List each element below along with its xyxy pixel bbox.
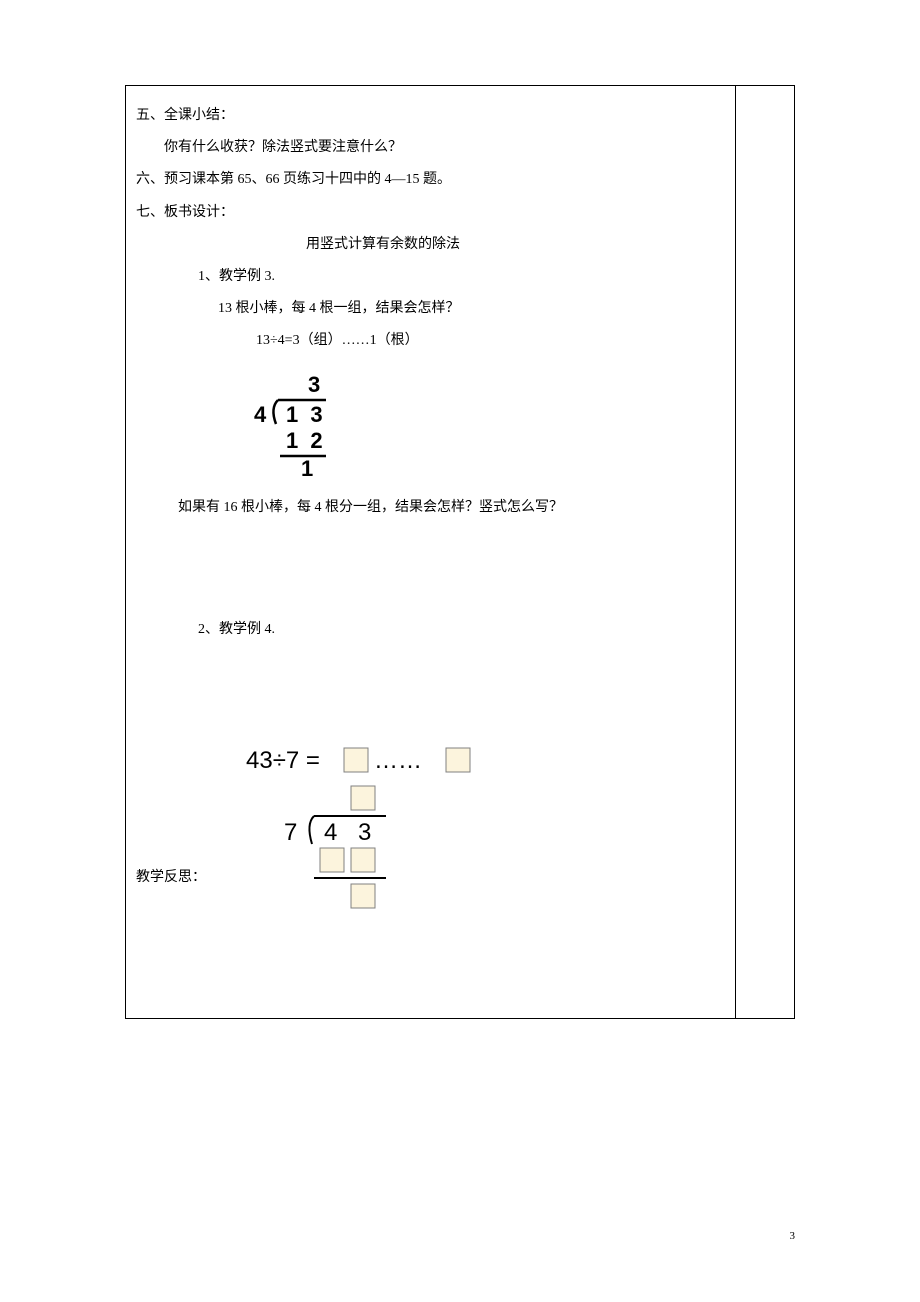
spacer-4: [136, 984, 725, 1004]
division-1-svg: 3 4 1 3 1 2 1: [246, 370, 346, 480]
page-number: 3: [790, 1230, 796, 1242]
side-cell: [736, 86, 795, 1019]
division-2-box-q2: [351, 786, 375, 810]
division-1-dividend: 1 3: [286, 402, 326, 427]
example-3-question: 13 根小棒，每 4 根一组，结果会怎样？: [136, 293, 725, 325]
board-title: 用竖式计算有余数的除法: [136, 229, 725, 261]
division-1-product: 1 2: [286, 428, 326, 453]
division-2-expression: 43÷7 =: [246, 747, 320, 774]
spacer-3: [136, 894, 725, 984]
division-2-box-p1: [320, 848, 344, 872]
division-2-bracket: [309, 816, 314, 844]
division-2-box-p2: [351, 848, 375, 872]
division-1-quotient: 3: [308, 372, 320, 397]
example-3-label: 1、教学例 3.: [136, 261, 725, 293]
division-2-divisor: 7: [284, 819, 297, 846]
content-table: 五、全课小结： 你有什么收获？除法竖式要注意什么？ 六、预习课本第 65、66 …: [125, 85, 795, 1019]
example-4-label: 2、教学例 4.: [136, 614, 725, 646]
division-2-dividend-2: 3: [358, 819, 371, 846]
section-5-question: 你有什么收获？除法竖式要注意什么？: [136, 132, 725, 164]
example-3-equation: 13÷4=3（组）……1（根）: [136, 325, 725, 357]
section-6-heading: 六、预习课本第 65、66 页练习十四中的 4—15 题。: [136, 164, 725, 196]
division-1-bracket: [273, 400, 278, 424]
division-2-ellipsis: ……: [374, 747, 422, 774]
followup-question: 如果有 16 根小棒，每 4 根分一组，结果会怎样？竖式怎么写？: [136, 492, 725, 524]
section-7-heading: 七、板书设计：: [136, 197, 725, 229]
section-5-heading: 五、全课小结：: [136, 100, 725, 132]
division-1-remainder: 1: [301, 456, 313, 480]
division-1-divisor: 4: [254, 402, 267, 427]
teaching-reflection: 教学反思：: [136, 862, 725, 894]
main-content-cell: 五、全课小结： 你有什么收获？除法竖式要注意什么？ 六、预习课本第 65、66 …: [126, 86, 736, 1019]
spacer-1: [136, 524, 725, 614]
division-2-box-remainder: [446, 748, 470, 772]
page-container: 五、全课小结： 你有什么收获？除法竖式要注意什么？ 六、预习课本第 65、66 …: [0, 0, 920, 1302]
division-2-dividend-1: 4: [324, 819, 337, 846]
division-2-box-r: [351, 884, 375, 908]
long-division-1: 3 4 1 3 1 2 1: [136, 358, 725, 492]
division-2-box-quotient: [344, 748, 368, 772]
spacer-2: [136, 646, 725, 736]
